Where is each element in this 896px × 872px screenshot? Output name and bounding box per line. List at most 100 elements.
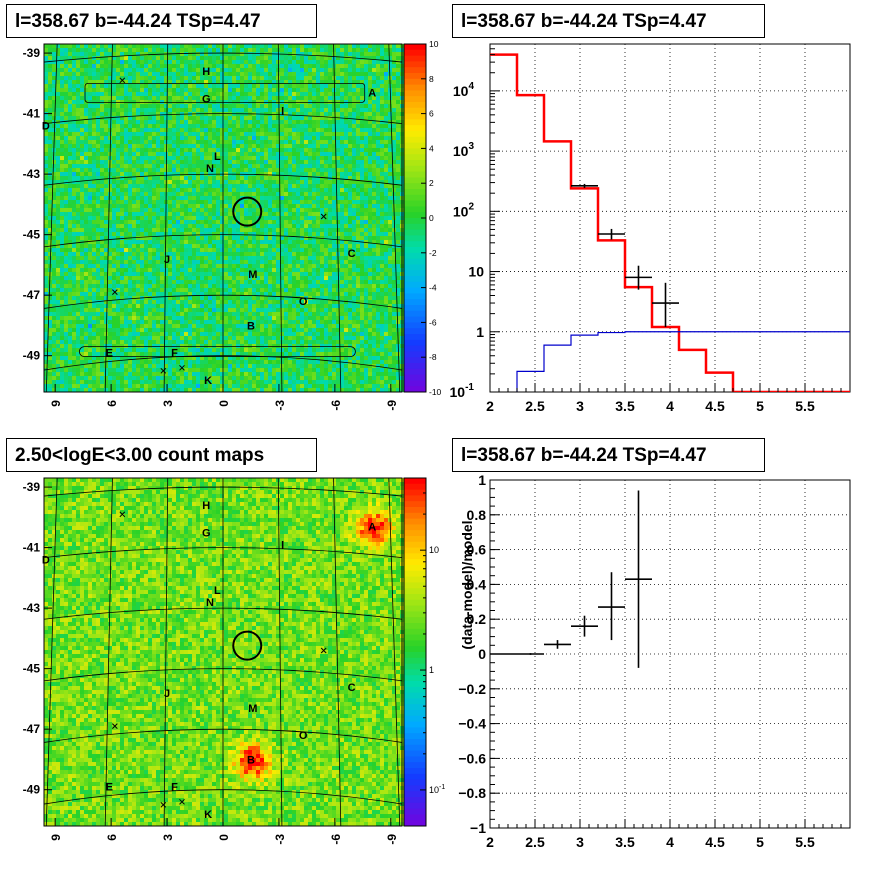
map-pixel <box>84 260 88 264</box>
map-pixel <box>248 56 252 60</box>
map-pixel <box>156 132 160 136</box>
map-pixel <box>288 172 292 176</box>
map-pixel <box>220 224 224 228</box>
map-pixel <box>316 116 320 120</box>
map-pixel <box>356 256 360 260</box>
map-pixel <box>336 44 340 48</box>
map-pixel <box>52 196 56 200</box>
map-pixel <box>120 140 124 144</box>
map-pixel <box>216 184 220 188</box>
map-pixel <box>116 260 120 264</box>
map-pixel <box>76 80 80 84</box>
map-pixel <box>204 104 208 108</box>
map-pixel <box>80 252 84 256</box>
map-pixel <box>44 140 48 144</box>
map-pixel <box>152 140 156 144</box>
map-pixel <box>296 240 300 244</box>
map-pixel <box>344 88 348 92</box>
map-pixel <box>392 236 396 240</box>
map-pixel <box>264 124 268 128</box>
map-pixel <box>364 236 368 240</box>
map-pixel <box>188 168 192 172</box>
map-pixel <box>340 180 344 184</box>
map-pixel <box>100 244 104 248</box>
map-pixel <box>168 124 172 128</box>
map-pixel <box>284 112 288 116</box>
map-pixel <box>340 72 344 76</box>
map-pixel <box>364 116 368 120</box>
map-pixel <box>372 200 376 204</box>
map-pixel <box>360 140 364 144</box>
map-pixel <box>364 72 368 76</box>
map-pixel <box>192 132 196 136</box>
map-pixel <box>208 228 212 232</box>
map-pixel <box>284 116 288 120</box>
map-pixel <box>368 188 372 192</box>
map-pixel <box>308 132 312 136</box>
map-pixel <box>64 228 68 232</box>
map-pixel <box>284 140 288 144</box>
map-pixel <box>152 68 156 72</box>
map-pixel <box>168 200 172 204</box>
map-pixel <box>324 192 328 196</box>
map-pixel <box>352 112 356 116</box>
map-pixel <box>272 120 276 124</box>
map-pixel <box>152 180 156 184</box>
map-pixel <box>96 52 100 56</box>
map-pixel <box>376 196 380 200</box>
map-pixel <box>384 236 388 240</box>
map-pixel <box>264 240 268 244</box>
map-pixel <box>296 56 300 60</box>
map-pixel <box>344 196 348 200</box>
map-pixel <box>112 192 116 196</box>
map-pixel <box>196 72 200 76</box>
map-pixel <box>252 200 256 204</box>
map-pixel <box>360 236 364 240</box>
map-pixel <box>268 216 272 220</box>
map-pixel <box>268 124 272 128</box>
map-pixel <box>248 92 252 96</box>
map-pixel <box>224 88 228 92</box>
map-pixel <box>152 144 156 148</box>
map-pixel <box>220 244 224 248</box>
map-pixel <box>264 192 268 196</box>
map-pixel <box>360 80 364 84</box>
map-pixel <box>340 232 344 236</box>
map-pixel <box>292 52 296 56</box>
map-pixel <box>212 56 216 60</box>
map-pixel <box>72 88 76 92</box>
map-pixel <box>88 104 92 108</box>
map-pixel <box>220 52 224 56</box>
map-pixel <box>144 108 148 112</box>
map-pixel <box>296 100 300 104</box>
map-pixel <box>120 60 124 64</box>
map-pixel <box>284 260 288 264</box>
map-pixel <box>276 184 280 188</box>
map-pixel <box>144 196 148 200</box>
map-pixel <box>388 244 392 248</box>
map-pixel <box>76 240 80 244</box>
map-pixel <box>392 96 396 100</box>
map-pixel <box>124 136 128 140</box>
map-pixel <box>116 60 120 64</box>
map-pixel <box>372 176 376 180</box>
map-pixel <box>356 104 360 108</box>
map-pixel <box>348 152 352 156</box>
map-pixel <box>228 140 232 144</box>
map-pixel <box>48 68 52 72</box>
map-pixel <box>332 188 336 192</box>
map-pixel <box>84 216 88 220</box>
map-pixel <box>96 212 100 216</box>
map-pixel <box>112 100 116 104</box>
map-pixel <box>236 52 240 56</box>
map-pixel <box>368 172 372 176</box>
map-pixel <box>108 104 112 108</box>
map-pixel <box>396 204 400 208</box>
map-pixel <box>128 256 132 260</box>
map-pixel <box>100 200 104 204</box>
map-pixel <box>92 132 96 136</box>
map-pixel <box>200 100 204 104</box>
map-pixel <box>316 244 320 248</box>
map-pixel <box>264 188 268 192</box>
map-pixel <box>200 244 204 248</box>
